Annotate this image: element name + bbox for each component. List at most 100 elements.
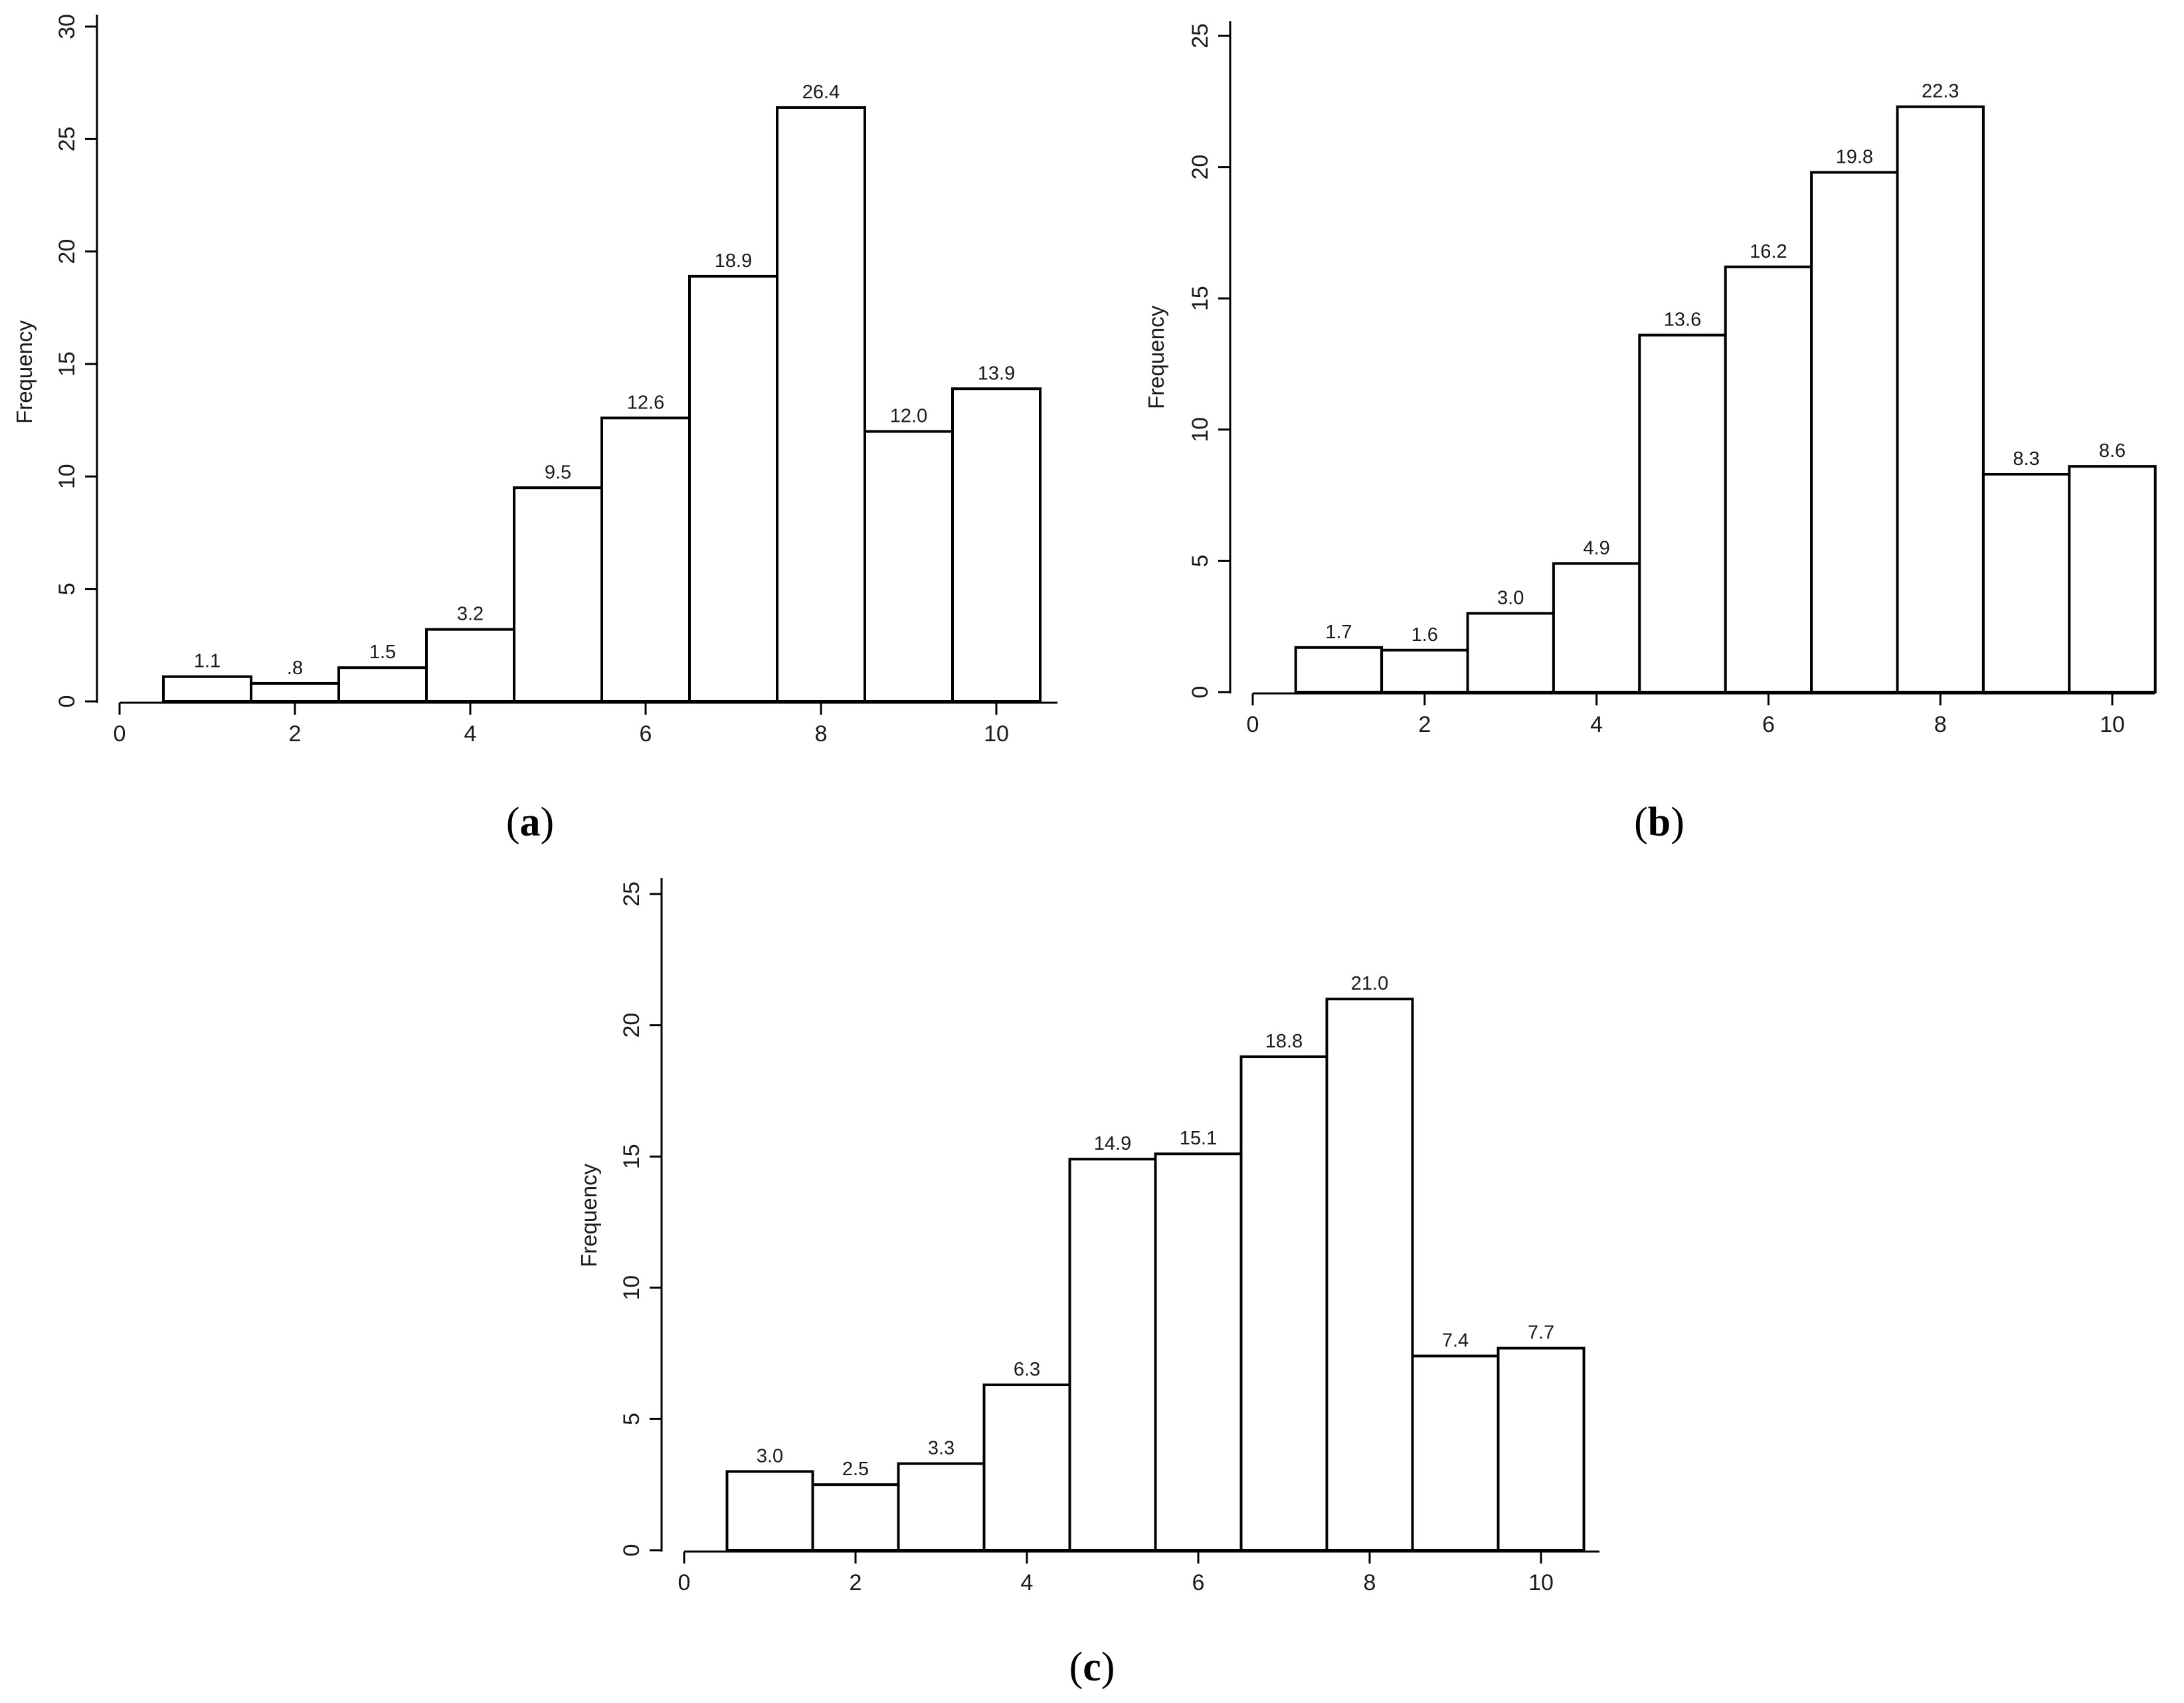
x-tick-label: 6	[1192, 1570, 1205, 1595]
panel-letter: c	[1083, 1645, 1101, 1690]
data-label: 26.4	[802, 82, 840, 103]
x-tick-label: 0	[678, 1570, 691, 1595]
y-axis-label: Frequency	[577, 1164, 601, 1267]
x-tick-label: 2	[850, 1570, 862, 1595]
x-tick-label: 8	[1364, 1570, 1376, 1595]
data-label: 12.0	[890, 406, 927, 427]
data-label: 14.9	[1094, 1133, 1131, 1154]
y-tick-label: 0	[54, 695, 80, 708]
bar-b-10	[2068, 465, 2157, 693]
y-axis-label: Frequency	[1144, 306, 1168, 409]
x-tick-label: 2	[289, 721, 302, 747]
data-label: 8.6	[2099, 440, 2126, 462]
x-tick-label: 4	[1021, 1570, 1034, 1595]
bars	[725, 998, 1586, 1552]
data-label: 4.9	[1583, 537, 1609, 559]
data-label: 1.6	[1411, 624, 1438, 646]
bar-b-1	[1294, 646, 1384, 693]
bar-c-8	[1325, 998, 1414, 1552]
data-label: 3.0	[1497, 587, 1524, 608]
bars	[1294, 105, 2157, 694]
y-tick-label: 15	[54, 351, 80, 377]
bar-c-4	[982, 1384, 1071, 1552]
y-tick-label: 0	[619, 1544, 644, 1557]
x-tick-label: 8	[1934, 712, 1947, 737]
data-label: 13.9	[978, 363, 1015, 384]
data-label: 8.3	[2013, 448, 2039, 470]
y-tick-label: 20	[54, 239, 80, 264]
data-label: 2.5	[842, 1459, 869, 1480]
bar-a-5	[513, 486, 603, 703]
data-labels: 1.1 .8 1.5 3.2 9.5 12.6 18.9 26.4 12.0 13.9	[194, 82, 1015, 679]
x-tick-label: 6	[1762, 712, 1775, 737]
y-tick-label: 25	[1188, 23, 1213, 48]
panel-label: (a)	[506, 800, 554, 845]
bar-b-2	[1380, 648, 1469, 694]
data-label: 15.1	[1180, 1128, 1217, 1149]
y-tick-label: 0	[1188, 686, 1213, 699]
y-ticks: 0 5 10 15 20 25 30	[54, 14, 97, 707]
data-label: 18.9	[715, 250, 752, 272]
bar-b-8	[1896, 105, 1985, 694]
panel-label: (c)	[1069, 1645, 1115, 1690]
data-label: 7.7	[1528, 1322, 1554, 1344]
y-tick-label: 10	[54, 464, 80, 489]
data-label: 9.5	[545, 462, 571, 483]
y-tick-label: 10	[1188, 417, 1213, 442]
data-label: 1.7	[1325, 622, 1352, 643]
bars	[162, 106, 1042, 703]
x-tick-label: 0	[114, 721, 126, 747]
histogram-panel-a: 1.1 .8 1.5 3.2 9.5 12.6 18.9 26.4 12.0 13.9 0 2 4 6 8 1…	[12, 14, 1057, 845]
data-label: 16.2	[1750, 241, 1787, 262]
data-label: 18.8	[1265, 1031, 1303, 1052]
data-label: 3.3	[928, 1438, 955, 1459]
x-tick-label: 4	[464, 721, 477, 747]
y-tick-label: 25	[54, 126, 80, 151]
y-tick-label: 25	[619, 881, 644, 907]
data-label: 21.0	[1351, 973, 1388, 994]
bar-b-4	[1552, 562, 1641, 693]
bar-c-1	[725, 1470, 814, 1552]
data-labels: 1.7 1.6 3.0 4.9 13.6 16.2 19.8 22.3 8.3 8.6	[1325, 81, 2126, 646]
y-ticks: 0 5 10 15 20 25	[619, 881, 662, 1556]
bar-c-6	[1154, 1152, 1243, 1552]
bar-a-9	[864, 430, 954, 703]
bar-b-6	[1724, 265, 1813, 693]
bar-a-7	[688, 274, 778, 703]
y-tick-label: 5	[619, 1413, 644, 1425]
bar-a-4	[425, 628, 515, 703]
y-tick-label: 15	[619, 1144, 644, 1169]
data-label: 7.4	[1442, 1330, 1469, 1352]
x-ticks: 0 2 4 6 8 10	[1247, 693, 2125, 737]
panel-letter: a	[520, 800, 541, 845]
bar-c-7	[1239, 1055, 1328, 1552]
data-label: 3.2	[457, 604, 484, 625]
bar-b-5	[1638, 333, 1727, 693]
data-label: 22.3	[1922, 81, 1959, 102]
x-tick-label: 6	[640, 721, 652, 747]
y-tick-label: 15	[1188, 286, 1213, 311]
bar-c-9	[1411, 1354, 1500, 1552]
data-label: 13.6	[1664, 310, 1701, 331]
data-labels: 3.0 2.5 3.3 6.3 14.9 15.1 18.8 21.0 7.4 7.7	[757, 973, 1554, 1480]
bar-a-1	[162, 675, 252, 703]
bar-b-3	[1466, 612, 1555, 693]
x-ticks: 0 2 4 6 8 10	[678, 1552, 1554, 1595]
x-tick-label: 2	[1418, 712, 1431, 737]
data-label: 12.6	[627, 392, 664, 413]
bar-a-2	[250, 681, 340, 703]
x-tick-label: 8	[815, 721, 828, 747]
data-label: 3.0	[757, 1445, 783, 1467]
bar-a-8	[776, 106, 866, 703]
data-label: 1.5	[369, 642, 396, 663]
bar-c-2	[811, 1483, 900, 1552]
bar-c-10	[1497, 1346, 1586, 1552]
y-tick-label: 20	[1188, 155, 1213, 180]
y-tick-label: 20	[619, 1013, 644, 1038]
data-label: 19.8	[1836, 147, 1873, 168]
x-ticks: 0 2 4 6 8 10	[114, 703, 1009, 747]
y-tick-label: 10	[619, 1275, 644, 1300]
bar-b-9	[1981, 472, 2071, 693]
bar-c-3	[897, 1462, 986, 1552]
